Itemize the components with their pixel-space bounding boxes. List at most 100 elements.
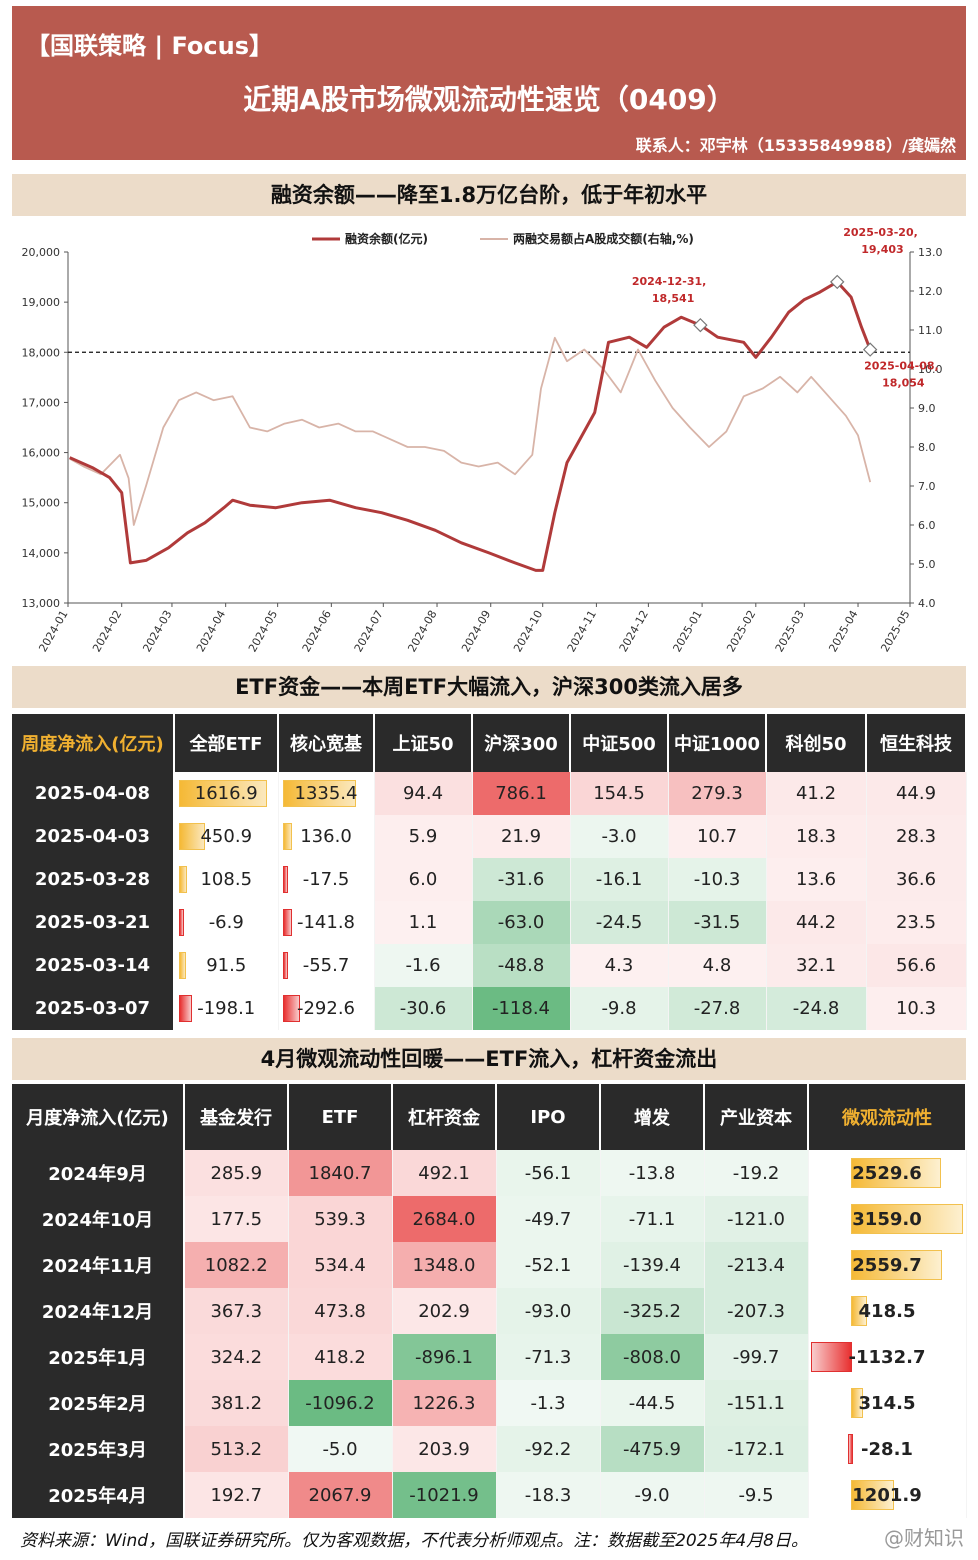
monthly-column-header: 杠杆资金	[392, 1084, 497, 1150]
monthly-cell: -213.4	[704, 1242, 809, 1288]
monthly-cell-value: -5.0	[322, 1438, 358, 1460]
etf-cell: 91.5	[174, 944, 279, 987]
y-right-tick-label: 7.0	[918, 480, 936, 493]
monthly-cell-value: -52.1	[524, 1254, 572, 1276]
etf-cell-value: 136.0	[300, 826, 352, 847]
monthly-cell: -139.4	[600, 1242, 705, 1288]
monthly-cell: -1021.9	[392, 1472, 497, 1518]
financing-chart-svg: 13,000 14,000 15,000 16,000 17,000 18,000 19,0…	[22, 226, 943, 654]
monthly-cell-value: -1.3	[530, 1392, 566, 1414]
monthly-cell-value: 492.1	[418, 1162, 470, 1184]
monthly-cell: -19.2	[704, 1150, 809, 1196]
etf-column-header: 科创50	[766, 714, 867, 772]
monthly-cell-value: 1082.2	[204, 1254, 268, 1276]
contact-info: 联系人：邓宇林（15335849988）/龚嫣然	[635, 136, 956, 155]
etf-cell: -31.6	[472, 858, 571, 901]
report-tag: 【国联策略 | Focus】	[26, 32, 273, 60]
monthly-cell: 1226.3	[392, 1380, 497, 1426]
row-month-text: 2025年2月	[48, 1394, 147, 1415]
section-monthly-title: 4月微观流动性回暖——ETF流入，杠杆资金流出	[12, 1038, 966, 1080]
monthly-cell-value: 1226.3	[412, 1392, 476, 1414]
monthly-cell: -93.0	[496, 1288, 601, 1334]
monthly-cell: 285.9	[184, 1150, 289, 1196]
monthly-cell: -1.3	[496, 1380, 601, 1426]
etf-column-header: 全部ETF	[174, 714, 279, 772]
row-month-text: 2024年9月	[48, 1164, 147, 1185]
etf-cell: 44.9	[866, 772, 967, 815]
monthly-cell-value: 203.9	[418, 1438, 470, 1460]
data-bar	[179, 866, 187, 893]
monthly-column-header: 微观流动性	[808, 1084, 967, 1150]
monthly-cell: -13.8	[600, 1150, 705, 1196]
etf-cell: 4.3	[570, 944, 669, 987]
etf-cell: 32.1	[766, 944, 867, 987]
etf-cell-value: -17.5	[302, 869, 350, 890]
row-month-text: 2025年1月	[48, 1348, 147, 1369]
y-right-tick-label: 12.0	[918, 285, 943, 298]
y-right-tick-label: 9.0	[918, 402, 936, 415]
data-bar	[850, 1158, 941, 1188]
monthly-cell: 2529.6	[808, 1150, 967, 1196]
report-title: 近期A股市场微观流动性速览（0409）	[243, 83, 735, 116]
monthly-cell: 381.2	[184, 1380, 289, 1426]
legend-label-0: 融资余额(亿元)	[345, 231, 428, 246]
monthly-table-header: 月度净流入(亿元) 基金发行 ETF 杠杆资金 IPO 增发 产业资本 微观流动性	[12, 1084, 967, 1150]
y-left-tick-label: 13,000	[22, 597, 61, 610]
etf-cell-value: 44.9	[895, 783, 937, 804]
etf-cell: 1335.4	[278, 772, 375, 815]
financing-chart: 13,000 14,000 15,000 16,000 17,000 18,000 19,0…	[12, 218, 966, 664]
x-tick-label: 2024-04	[194, 608, 228, 654]
etf-cell-value: 279.3	[691, 783, 743, 804]
etf-cell-value: 6.0	[408, 869, 438, 890]
y-left-tick-label: 15,000	[22, 497, 61, 510]
etf-row-date: 2025-04-03	[12, 815, 175, 858]
etf-cell-value: 10.7	[696, 826, 738, 847]
etf-cell: -63.0	[472, 901, 571, 944]
etf-cell: 1.1	[374, 901, 473, 944]
monthly-cell: -207.3	[704, 1288, 809, 1334]
monthly-cell-value: -13.8	[628, 1162, 676, 1184]
monthly-cell-value: -325.2	[622, 1300, 682, 1322]
row-date-text: 2025-04-08	[34, 783, 151, 804]
data-bar	[850, 1480, 895, 1510]
monthly-row: 2024年9月 285.9 1840.7 492.1 -56.1 -13.8 -19.2 25…	[12, 1150, 967, 1196]
monthly-cell-value: -1132.7	[848, 1346, 926, 1368]
data-bar	[850, 1204, 963, 1234]
etf-cell-value: -24.8	[792, 998, 840, 1019]
monthly-cell-value: -475.9	[622, 1438, 682, 1460]
etf-cell: 23.5	[866, 901, 967, 944]
monthly-cell-value: -1096.2	[305, 1392, 375, 1414]
etf-cell: -30.6	[374, 987, 473, 1030]
etf-cell: -10.3	[668, 858, 767, 901]
x-tick-label: 2025-02	[724, 608, 758, 654]
etf-cell: -24.5	[570, 901, 669, 944]
monthly-cell-value: -121.0	[726, 1208, 786, 1230]
y-left-tick-label: 14,000	[22, 547, 61, 560]
etf-cell-value: 450.9	[200, 826, 253, 847]
etf-cell: 13.6	[766, 858, 867, 901]
x-tick-label: 2025-01	[670, 608, 704, 654]
etf-cell-value: 4.3	[604, 955, 634, 976]
monthly-cell-value: -56.1	[524, 1162, 572, 1184]
etf-cell-value: 1.1	[408, 912, 438, 933]
monthly-cell: -71.1	[600, 1196, 705, 1242]
monthly-column-header: 基金发行	[184, 1084, 289, 1150]
monthly-cell: 3159.0	[808, 1196, 967, 1242]
etf-cell-value: 36.6	[895, 869, 937, 890]
data-bar	[811, 1342, 853, 1372]
monthly-cell-value: 367.3	[210, 1300, 263, 1322]
etf-cell: -6.9	[174, 901, 279, 944]
etf-cell-value: 56.6	[895, 955, 937, 976]
monthly-cell: 418.2	[288, 1334, 393, 1380]
etf-cell: 136.0	[278, 815, 375, 858]
monthly-cell-value: 381.2	[210, 1392, 263, 1414]
etf-cell: -141.8	[278, 901, 375, 944]
etf-cell-value: 108.5	[200, 869, 253, 890]
data-bar	[282, 952, 288, 979]
row-month-text: 2025年3月	[48, 1440, 147, 1461]
monthly-cell: -92.2	[496, 1426, 601, 1472]
monthly-cell: 492.1	[392, 1150, 497, 1196]
etf-cell-value: -3.0	[601, 826, 637, 847]
monthly-cell-value: -19.2	[732, 1162, 780, 1184]
row-date-text: 2025-03-07	[34, 998, 151, 1019]
